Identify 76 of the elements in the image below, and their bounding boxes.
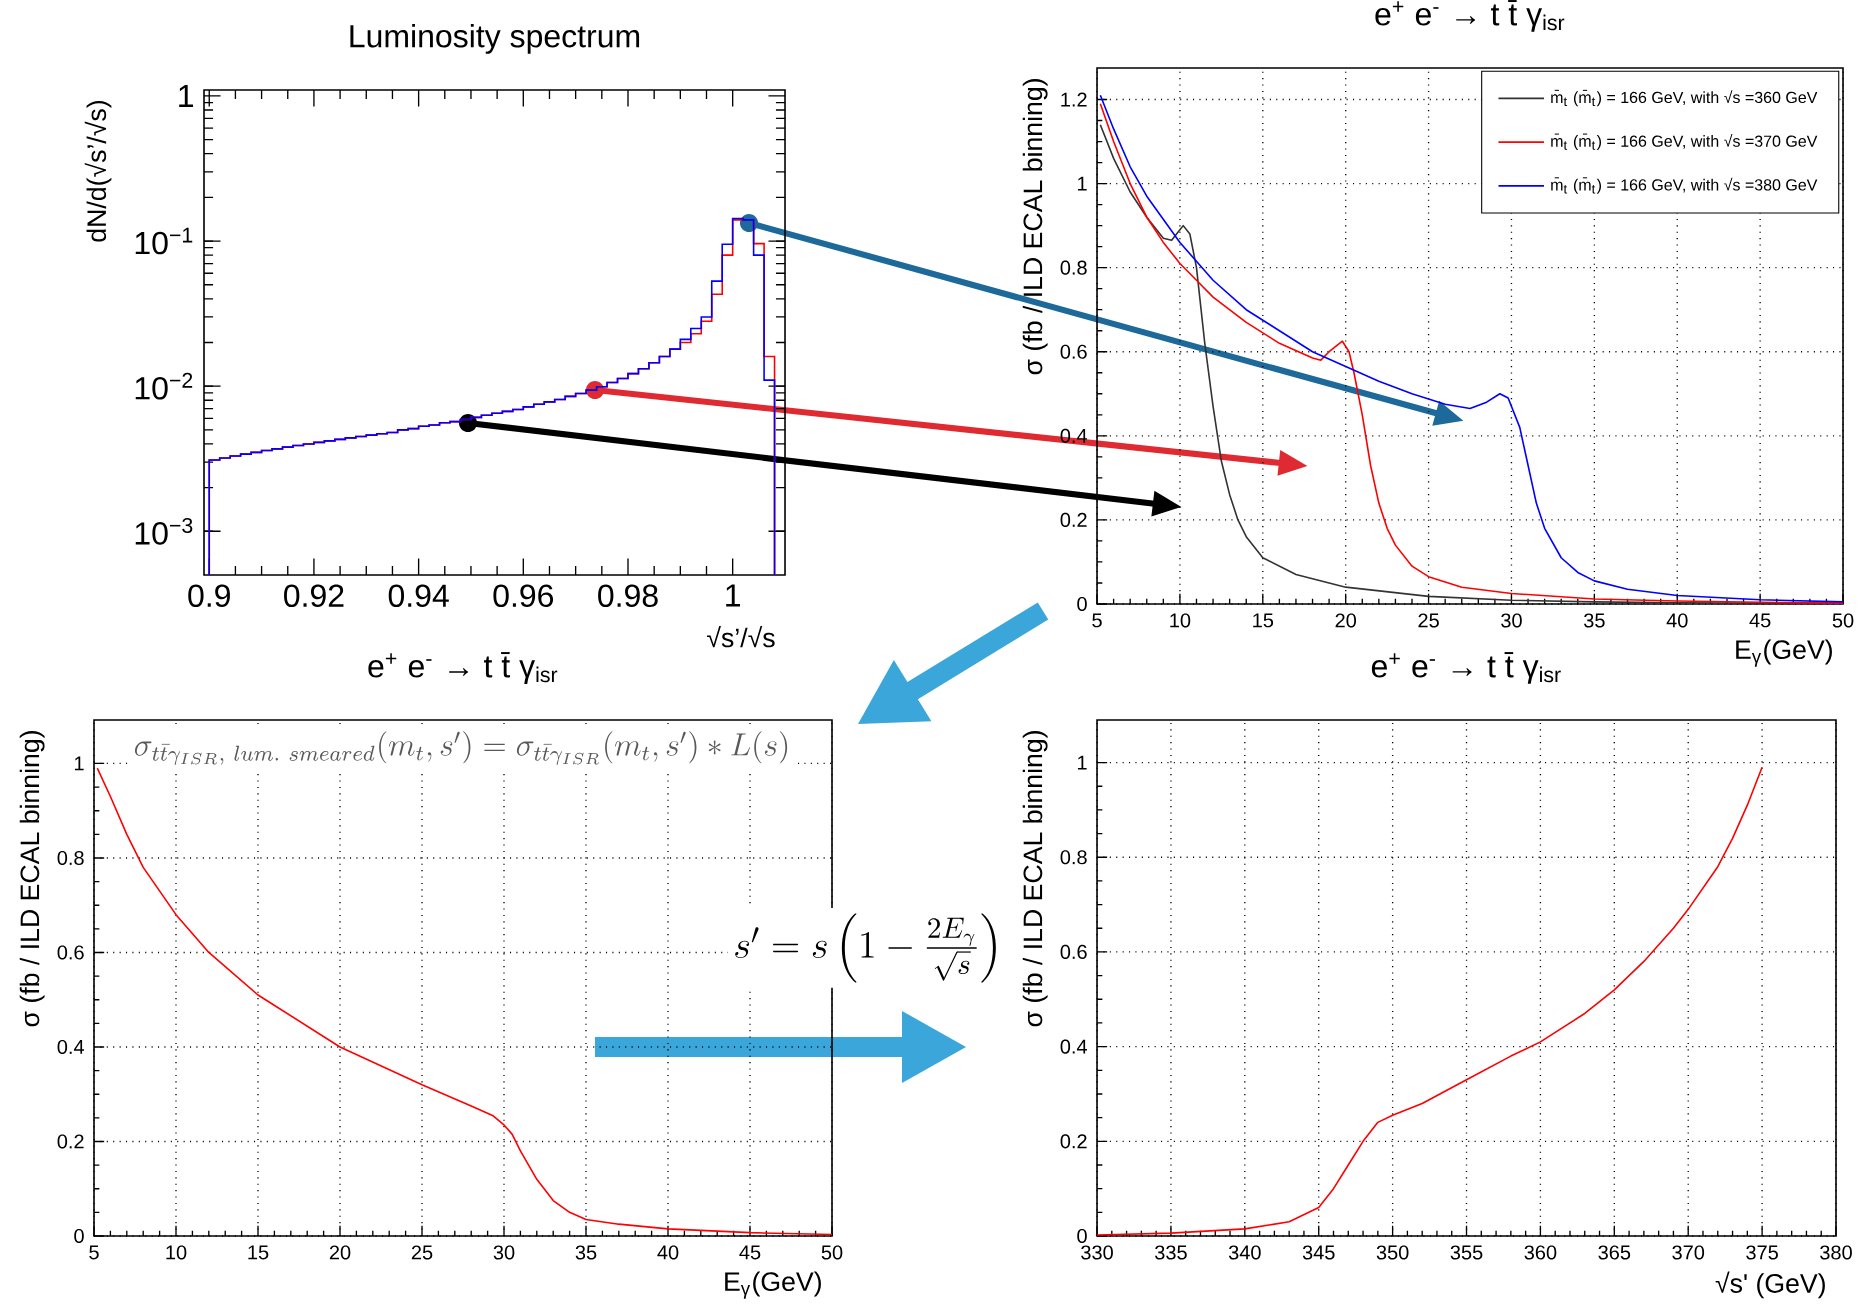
x-tick-label: 40 <box>657 1245 679 1260</box>
y-tick-label: 10$^{−1}$ <box>135 227 193 255</box>
y-tick-label: 1 <box>179 84 194 107</box>
x-tick-label: 0.94 <box>388 584 449 608</box>
x-tick-label: 5 <box>1092 613 1102 628</box>
x-tick-label: 40 <box>1666 613 1688 628</box>
y-tick-label: 1 <box>1077 176 1087 191</box>
x-axis-title: E$_{γ}$(GeV) <box>1736 639 1832 667</box>
x-tick-label: 0.92 <box>284 584 344 608</box>
y-tick-label: 0.4 <box>1060 1039 1088 1054</box>
x-tick-label: 370 <box>1672 1245 1705 1260</box>
chart-title: Luminosity spectrum <box>350 24 640 54</box>
y-tick-label: 1 <box>74 756 84 771</box>
y-tick-label: 0.8 <box>1060 260 1087 275</box>
legend-label: m̄$_{t}$ (m̄$_{t}$) = 166 GeV, with √s =360 GeV <box>1551 89 1818 107</box>
y-tick-label: 0.2 <box>57 1134 84 1149</box>
chart-title: e$^{+}$ e$^{-}$ → t t̄ γ$_{isr}$ <box>1371 652 1561 684</box>
x-tick-label: 365 <box>1598 1245 1631 1260</box>
x-tick-label: 15 <box>248 1245 269 1260</box>
y-tick-label: 0.4 <box>57 1039 84 1055</box>
x-axis-title: E$_{γ}$(GeV) <box>725 1271 821 1299</box>
x-tick-label: 35 <box>1583 613 1605 628</box>
chart-title: e$^{+}$ e$^{-}$ → t t̄ γ$_{isr}$ <box>368 652 558 684</box>
x-axis-title: √s' (GeV) <box>1715 1271 1825 1299</box>
y-tick-label: 0.8 <box>1060 850 1087 865</box>
x-tick-label: 15 <box>1253 613 1274 628</box>
x-tick-label: 0.98 <box>598 584 658 608</box>
x-tick-label: 30 <box>1501 613 1522 628</box>
x-tick-label: 25 <box>411 1245 433 1260</box>
x-tick-label: 10 <box>166 1245 187 1260</box>
chart-title: e$^{+}$ e$^{-}$ → t t̄ γ$_{isr}$ <box>1375 0 1565 32</box>
y-tick-label: 0.8 <box>57 850 84 866</box>
x-tick-label: 335 <box>1154 1245 1187 1260</box>
x-tick-label: 35 <box>575 1245 597 1260</box>
x-tick-label: 45 <box>1749 613 1771 628</box>
y-tick-label: 0.6 <box>1060 944 1087 960</box>
x-tick-label: 20 <box>329 1245 351 1260</box>
legend-label: m̄$_{t}$ (m̄$_{t}$) = 166 GeV, with √s =370 GeV <box>1551 133 1818 150</box>
x-tick-label: 45 <box>739 1245 761 1260</box>
y-axis-title: σ (fb / ILD ECAL binning) <box>1022 79 1048 375</box>
legend-label: m̄$_{t}$ (m̄$_{t}$) = 166 GeV, with √s =380 GeV <box>1551 177 1818 194</box>
x-tick-label: 355 <box>1450 1245 1483 1260</box>
y-tick-label: 10$^{−3}$ <box>135 517 193 545</box>
y-tick-label: 0.2 <box>1060 512 1087 527</box>
x-tick-label: 10 <box>1170 613 1191 628</box>
x-tick-label: 345 <box>1302 1245 1335 1260</box>
y-axis-title: σ (fb / ILD ECAL binning) <box>19 731 45 1027</box>
annotation: $s' = s\left(1-\frac{2E_\gamma}{\sqrt{s}}\right)$ <box>735 913 996 983</box>
x-tick-label: 30 <box>493 1245 515 1260</box>
y-tick-label: 0 <box>1077 596 1087 612</box>
y-tick-label: 0.6 <box>1060 344 1087 359</box>
x-tick-label: 350 <box>1376 1245 1409 1260</box>
annotation: $\sigma_{t\bar{t}\gamma_{ISR},\ lum.\ smeared}(m_t,s') = \sigma_{t\bar{t}\gamma_{ISR}}(m_t,s') * L(s)$ <box>134 731 788 766</box>
y-tick-label: 0 <box>1077 1228 1087 1244</box>
x-tick-label: 50 <box>1832 613 1854 628</box>
x-tick-label: 0.96 <box>493 584 554 608</box>
y-tick-label: 1.2 <box>1061 92 1087 107</box>
y-tick-label: 0.2 <box>1060 1134 1087 1149</box>
x-tick-label: 50 <box>821 1245 843 1260</box>
y-tick-label: 10$^{−2}$ <box>135 372 193 400</box>
y-tick-label: 0.6 <box>57 945 84 960</box>
x-axis-title: √s’/√s <box>707 625 775 648</box>
x-tick-label: 340 <box>1228 1245 1261 1260</box>
y-axis-title: σ (fb / ILD ECAL binning) <box>1022 731 1048 1027</box>
x-tick-label: 1 <box>726 584 741 607</box>
y-tick-label: 0 <box>74 1228 84 1244</box>
y-tick-label: 1 <box>1077 755 1087 770</box>
x-tick-label: 330 <box>1081 1245 1113 1260</box>
x-tick-label: 360 <box>1524 1245 1557 1260</box>
y-axis-title: dN/d(√s’/√s) <box>84 101 112 242</box>
x-tick-label: 25 <box>1418 613 1439 628</box>
x-tick-label: 20 <box>1335 613 1357 628</box>
x-tick-label: 380 <box>1820 1245 1852 1260</box>
x-tick-label: 5 <box>89 1245 99 1260</box>
x-tick-label: 0.9 <box>188 584 230 608</box>
x-tick-label: 375 <box>1746 1245 1778 1260</box>
